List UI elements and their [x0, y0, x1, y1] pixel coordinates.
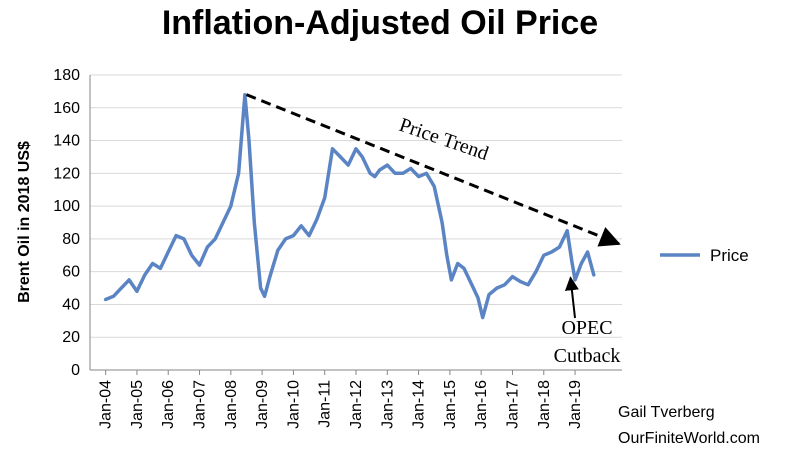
series-price-line [103, 92, 596, 320]
y-tick-label: 60 [62, 264, 80, 281]
y-tick-label: 140 [53, 133, 80, 150]
trend-line [245, 93, 621, 247]
legend-label: Price [710, 246, 749, 265]
y-tick-label: 180 [53, 67, 80, 84]
chart-title: Inflation-Adjusted Oil Price [162, 4, 598, 42]
credit-author: Gail Tverberg [618, 404, 715, 421]
y-tick-label: 0 [71, 362, 80, 379]
y-tick-label: 80 [62, 231, 80, 248]
y-tick-label: 20 [62, 329, 80, 346]
x-tick-label: Jan-04 [98, 380, 115, 429]
cutback-arrow [564, 276, 579, 319]
x-tick-label: Jan-05 [129, 380, 146, 429]
y-tick-label: 120 [53, 165, 80, 182]
x-ticks: Jan-04 Jan-05 Jan-06 Jan-07 Jan-08 Jan-09 Jan-… [98, 370, 584, 429]
y-tick-label: 160 [53, 100, 80, 117]
x-tick-label: Jan-15 [442, 380, 459, 429]
y-axis-label: Brent Oil in 2018 US$ [16, 141, 33, 303]
grid-lines [90, 74, 622, 338]
x-tick-label: Jan-09 [254, 380, 271, 429]
x-tick-label: Jan-13 [379, 380, 396, 429]
credit-site: OurFiniteWorld.com [618, 430, 760, 447]
cutback-label-line2: Cutback [554, 345, 621, 367]
trend-label: Price Trend [396, 114, 491, 165]
x-tick-label: Jan-19 [567, 380, 584, 429]
x-tick-label: Jan-17 [504, 380, 521, 429]
x-tick-label: Jan-06 [160, 380, 177, 429]
x-tick-label: Jan-12 [348, 380, 365, 429]
x-tick-label: Jan-14 [411, 380, 428, 429]
y-ticks: 0 20 40 60 80 100 120 140 160 180 [53, 67, 80, 379]
y-tick-label: 40 [62, 296, 80, 313]
x-tick-label: Jan-16 [473, 380, 490, 429]
y-tick-label: 100 [53, 198, 80, 215]
x-tick-label: Jan-08 [223, 380, 240, 429]
x-tick-label: Jan-07 [192, 380, 209, 429]
x-tick-label: Jan-18 [536, 380, 553, 429]
cutback-label-line1: OPEC [561, 317, 612, 339]
x-tick-label: Jan-10 [285, 380, 302, 429]
x-tick-label: Jan-11 [317, 380, 334, 428]
